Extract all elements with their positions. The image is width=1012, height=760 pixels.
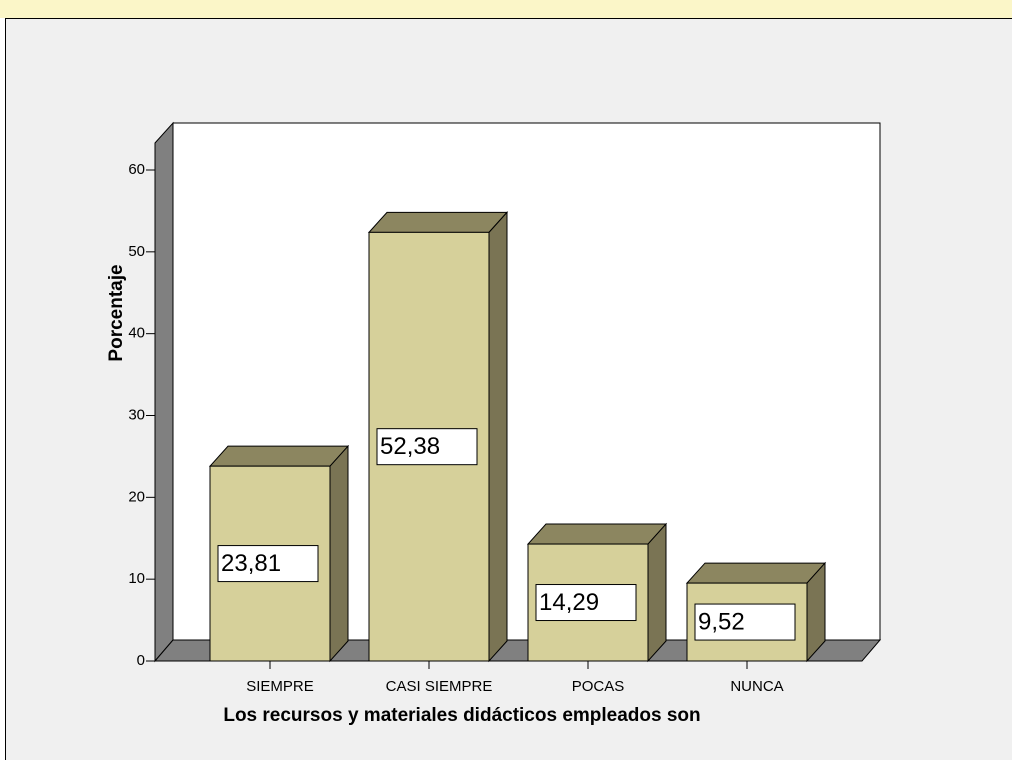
- y-axis-label: Porcentaje: [106, 264, 127, 361]
- y-tick-label: 30: [128, 406, 145, 423]
- bar-top: [685, 562, 827, 584]
- value-label: 9,52: [698, 608, 745, 635]
- y-tick-label: 0: [137, 652, 145, 669]
- y-tick-label: 40: [128, 325, 145, 342]
- y-tick-label: 20: [128, 488, 145, 505]
- x-tick-label: NUNCA: [730, 678, 783, 695]
- value-label-box: [535, 584, 637, 622]
- x-axis-label: Los recursos y materiales didácticos emp…: [223, 705, 700, 726]
- bar-side: [488, 211, 508, 663]
- top-band: [0, 0, 1012, 18]
- value-label: 52,38: [380, 433, 440, 460]
- y-tick-label: 10: [128, 570, 145, 587]
- value-label: 23,81: [221, 550, 281, 577]
- y-tick-label: 50: [128, 243, 145, 260]
- bar-top: [526, 523, 668, 545]
- x-tick-label: SIEMPRE: [246, 678, 314, 695]
- left-wall: [154, 121, 174, 663]
- value-label: 14,29: [539, 589, 599, 616]
- bar-top: [208, 445, 350, 467]
- value-label-box: [694, 603, 796, 641]
- x-tick-label: CASI SIEMPRE: [386, 678, 493, 695]
- y-tick-label: 60: [128, 161, 145, 178]
- x-tick-label: POCAS: [572, 678, 625, 695]
- bar-top: [367, 211, 509, 233]
- bar-side: [647, 522, 667, 663]
- bar-side: [329, 444, 349, 663]
- value-label-box: [217, 545, 319, 583]
- value-label-box: [376, 428, 478, 466]
